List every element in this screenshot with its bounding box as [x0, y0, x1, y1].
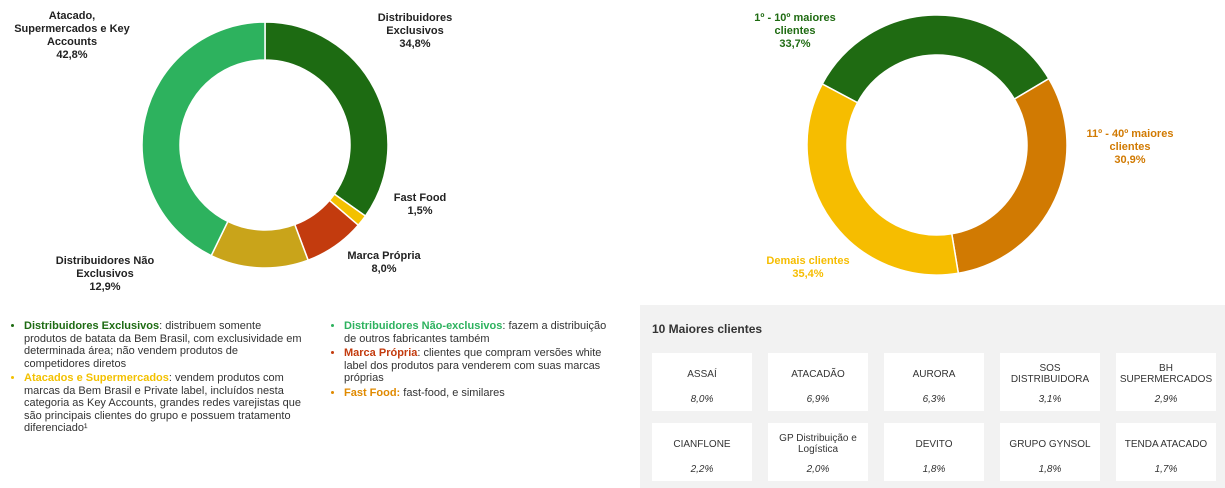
slice-label: Atacado, Supermercados e Key Accounts 42,…	[7, 10, 137, 62]
client-share: 1,8%	[1038, 464, 1062, 475]
client-share: 8,0%	[690, 394, 714, 405]
client-name: CIANFLONE	[673, 438, 731, 450]
client-share: 2,0%	[806, 464, 830, 475]
clients-panel: 10 Maiores clientes ASSAÍ 8,0% ATACADÃO 6,9…	[640, 305, 1225, 488]
category-label: Marca Própria	[347, 250, 421, 262]
value-label: 33,7%	[779, 38, 811, 50]
charts	[141, 14, 1068, 276]
client-name: GP Distribuição e Logística	[779, 433, 857, 455]
client-share: 6,3%	[922, 394, 946, 405]
value-label: 8,0%	[371, 263, 397, 275]
client-card: CIANFLONE 2,2%	[652, 423, 752, 481]
slice-label: 1º - 10º maiores clientes 33,7%	[745, 12, 845, 51]
bullet-item: Distribuidores Exclusivos: distribuem so…	[24, 320, 305, 370]
panel-title: 10 Maiores clientes	[652, 322, 763, 336]
bullet-term: Distribuidores Exclusivos	[24, 320, 160, 332]
client-name: TENDA ATACADO	[1124, 438, 1208, 450]
client-share: 1,8%	[922, 464, 946, 475]
slice-label: Marca Própria 8,0%	[339, 250, 429, 276]
client-card: ASSAÍ 8,0%	[652, 353, 752, 411]
value-label: 1,5%	[407, 205, 433, 217]
client-name: BH SUPERMERCADOS	[1119, 363, 1213, 385]
bullet-item: Atacados e Supermercados: vendem produto…	[24, 372, 305, 435]
bullet-text: : fazem a distribuição de outros fabrica…	[344, 320, 607, 345]
category-label: 1º - 10º maiores clientes	[754, 12, 836, 37]
value-label: 42,8%	[56, 49, 88, 61]
bullet-text: : clientes que compram versões white lab…	[344, 347, 602, 384]
bullet-text: fast-food, e similares	[400, 386, 505, 399]
client-name: GRUPO GYNSOL	[1009, 438, 1091, 450]
client-name: DEVITO	[915, 438, 953, 450]
category-label: Fast Food	[393, 192, 447, 204]
client-card: DEVITO 1,8%	[884, 423, 984, 481]
client-share: 2,2%	[690, 464, 714, 475]
category-label: Distribuidores Exclusivos	[377, 12, 453, 37]
donut-slice	[264, 21, 389, 218]
category-label: Atacado, Supermercados e Key Accounts	[14, 10, 130, 48]
client-card: SOS DISTRIBUIDORA 3,1%	[1000, 353, 1100, 411]
client-card: GRUPO GYNSOL 1,8%	[1000, 423, 1100, 481]
donut-slice	[141, 21, 266, 257]
client-card: TENDA ATACADO 1,7%	[1116, 423, 1216, 481]
donut-slice	[950, 77, 1068, 275]
value-label: 30,9%	[1114, 154, 1146, 166]
bullet-term: Distribuidores Não-exclusivos	[344, 320, 503, 332]
category-label: Demais clientes	[766, 255, 850, 267]
value-label: 34,8%	[399, 38, 431, 50]
bullet-term: Marca Própria	[344, 347, 418, 359]
bullet-term: Atacados e Supermercados	[24, 372, 169, 384]
slice-label: 11º - 40º maiores clientes 30,9%	[1075, 128, 1185, 167]
bullet-item: Marca Própria: clientes que compram vers…	[344, 347, 610, 385]
bullet-text: : vendem produtos com marcas da Bem Bras…	[24, 372, 301, 434]
value-label: 12,9%	[89, 281, 121, 293]
bullet-item: Distribuidores Não-exclusivos: fazem a d…	[344, 320, 610, 345]
client-card: ATACADÃO 6,9%	[768, 353, 868, 411]
bullet-text: : distribuem somente produtos de batata …	[24, 320, 302, 370]
client-name: ASSAÍ	[687, 368, 717, 380]
donut-slice	[806, 82, 960, 276]
slice-label: Fast Food 1,5%	[380, 192, 460, 218]
client-share: 3,1%	[1038, 394, 1062, 405]
client-name: ATACADÃO	[791, 368, 845, 380]
category-label: 11º - 40º maiores clientes	[1086, 128, 1174, 153]
category-label: Distribuidores Não Exclusivos	[55, 255, 155, 280]
client-card: GP Distribuição e Logística 2,0%	[768, 423, 868, 481]
value-label: 35,4%	[792, 268, 824, 280]
bullets-middle: Distribuidores Não-exclusivos: fazem a d…	[330, 320, 610, 401]
slice-label: Distribuidores Exclusivos 34,8%	[360, 12, 470, 51]
client-name: AURORA	[912, 368, 956, 380]
client-card: AURORA 6,3%	[884, 353, 984, 411]
bullet-term: Fast Food:	[344, 386, 401, 399]
client-share: 6,9%	[806, 394, 830, 405]
donut-slice	[821, 14, 1050, 104]
slice-label: Demais clientes 35,4%	[753, 255, 863, 281]
bullets-left: Distribuidores Exclusivos: distribuem so…	[10, 320, 305, 437]
client-share: 1,7%	[1154, 464, 1178, 475]
client-card: BH SUPERMERCADOS 2,9%	[1116, 353, 1216, 411]
donut-slice	[210, 220, 310, 269]
client-share: 2,9%	[1154, 394, 1178, 405]
slice-label: Distribuidores Não Exclusivos 12,9%	[50, 255, 160, 294]
bullet-item: Fast Food: fast-food, e similares	[344, 387, 610, 400]
client-name: SOS DISTRIBUIDORA	[1010, 363, 1090, 385]
